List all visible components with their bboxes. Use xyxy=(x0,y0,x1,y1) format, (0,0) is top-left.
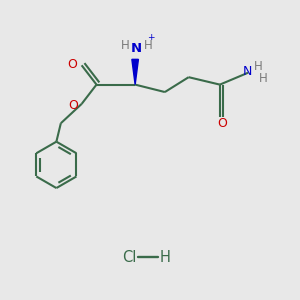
Text: H: H xyxy=(121,39,130,52)
Text: H: H xyxy=(259,72,268,85)
Text: H: H xyxy=(144,39,153,52)
Text: +: + xyxy=(147,33,154,42)
Polygon shape xyxy=(132,59,138,85)
Text: O: O xyxy=(67,58,77,70)
Text: O: O xyxy=(68,99,78,112)
Text: O: O xyxy=(217,117,227,130)
Text: N: N xyxy=(243,65,252,78)
Text: H: H xyxy=(254,60,263,73)
Text: N: N xyxy=(131,42,142,56)
Text: H: H xyxy=(159,250,170,265)
Text: Cl: Cl xyxy=(122,250,136,265)
